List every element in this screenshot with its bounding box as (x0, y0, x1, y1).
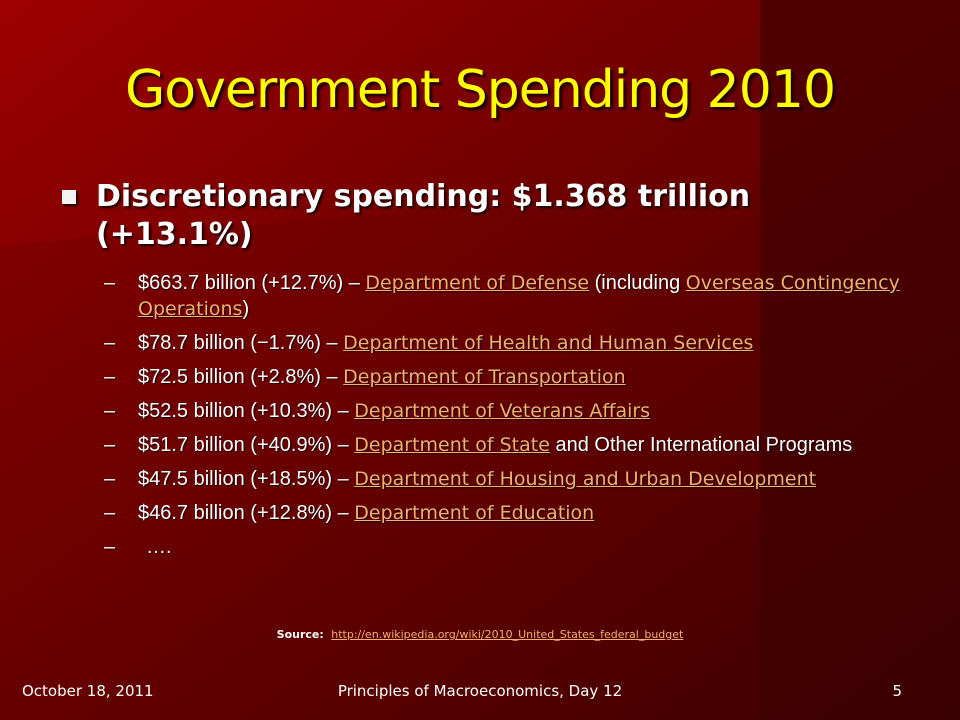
link-department-of-health-and-human-services[interactable]: Department of Health and Human Services (343, 332, 754, 354)
link-department-of-transportation[interactable]: Department of Transportation (343, 366, 626, 388)
item-text: ) (242, 298, 250, 320)
footer-course: Principles of Macroeconomics, Day 12 (337, 682, 623, 700)
item-amount: $78.7 billion (−1.7%) – (138, 332, 344, 354)
link-overseas-contingency-operations[interactable]: Overseas Contingency Operations (138, 272, 900, 320)
dash-bullet: – (104, 434, 116, 456)
item-amount: $663.7 billion (+12.7%) – (138, 272, 366, 294)
item-amount: $52.5 billion (+10.3%) – (138, 400, 355, 422)
list-item: – $52.5 billion (+10.3%) – Department of… (104, 398, 904, 424)
link-department-of-state[interactable]: Department of State (354, 434, 550, 456)
list-item: – $51.7 billion (+40.9%) – Department of… (104, 432, 904, 458)
main-bullet: Discretionary spending: $1.368 trillion … (62, 178, 912, 253)
item-amount: $72.5 billion (+2.8%) – (138, 366, 344, 388)
sub-bullet-list: – $663.7 billion (+12.7%) – Department o… (104, 270, 904, 568)
link-department-of-veterans-affairs[interactable]: Department of Veterans Affairs (354, 400, 651, 422)
dash-bullet: – (104, 536, 116, 558)
link-department-of-defense[interactable]: Department of Defense (365, 272, 590, 294)
dash-bullet: – (104, 272, 116, 294)
source-label: Source: (276, 628, 324, 641)
slide-title: Government Spending 2010 (124, 60, 836, 120)
list-item: – $47.5 billion (+18.5%) – Department of… (104, 466, 904, 492)
square-bullet-icon (62, 190, 76, 204)
dash-bullet: – (104, 332, 116, 354)
footer-date: October 18, 2011 (22, 682, 154, 700)
item-amount: $47.5 billion (+18.5%) – (138, 468, 355, 490)
item-text: and Other International Programs (549, 434, 853, 456)
item-amount: $46.7 billion (+12.8%) – (138, 502, 355, 524)
source-link[interactable]: http://en.wikipedia.org/wiki/2010_United… (331, 628, 684, 641)
list-item: – $72.5 billion (+2.8%) – Department of … (104, 364, 904, 390)
list-item: – …. (104, 534, 904, 560)
ellipsis-text: …. (146, 536, 172, 558)
list-item: – $78.7 billion (−1.7%) – Department of … (104, 330, 904, 356)
list-item: – $663.7 billion (+12.7%) – Department o… (104, 270, 904, 322)
dash-bullet: – (104, 502, 116, 524)
page-number: 5 (892, 682, 902, 700)
link-department-of-housing-and-urban-development[interactable]: Department of Housing and Urban Developm… (354, 468, 817, 490)
list-item: – $46.7 billion (+12.8%) – Department of… (104, 500, 904, 526)
item-amount: $51.7 billion (+40.9%) – (138, 434, 355, 456)
source-line: Source: http://en.wikipedia.org/wiki/201… (0, 628, 960, 641)
dash-bullet: – (104, 366, 116, 388)
item-text: (including (589, 272, 686, 294)
main-bullet-text: Discretionary spending: $1.368 trillion … (96, 179, 751, 252)
dash-bullet: – (104, 468, 116, 490)
link-department-of-education[interactable]: Department of Education (354, 502, 595, 524)
dash-bullet: – (104, 400, 116, 422)
